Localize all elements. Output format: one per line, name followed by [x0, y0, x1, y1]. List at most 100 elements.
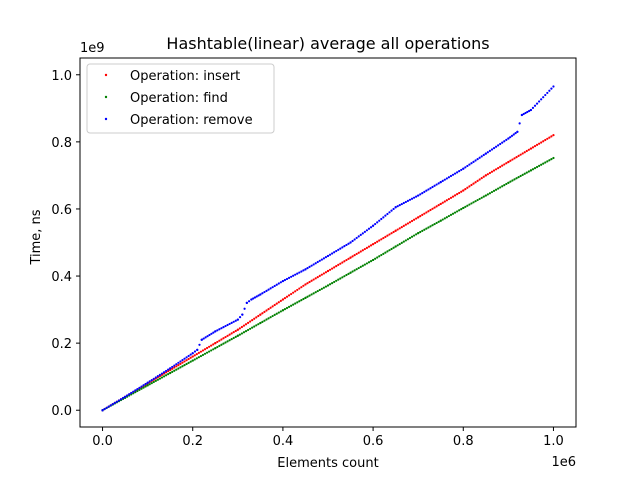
- data-point: [527, 148, 530, 151]
- data-point: [197, 356, 200, 359]
- data-point: [220, 327, 223, 330]
- data-point: [324, 271, 328, 274]
- data-point: [333, 266, 336, 269]
- data-point: [224, 335, 227, 339]
- data-point: [497, 166, 500, 170]
- data-point: [345, 243, 348, 247]
- data-point: [535, 143, 539, 147]
- data-point: [249, 320, 252, 323]
- data-point: [478, 197, 481, 201]
- data-point: [263, 290, 266, 294]
- data-point: [435, 221, 438, 225]
- data-point: [220, 343, 223, 346]
- data-point: [386, 234, 389, 237]
- data-point: [269, 306, 272, 309]
- data-point: [265, 309, 268, 312]
- data-point: [363, 247, 366, 251]
- data-point: [408, 236, 412, 240]
- data-point: [249, 327, 252, 330]
- data-point: [388, 233, 391, 236]
- data-point: [238, 316, 242, 319]
- data-point: [236, 328, 239, 331]
- data-point: [480, 155, 483, 158]
- data-point: [552, 156, 555, 160]
- data-point: [246, 321, 250, 324]
- data-point: [267, 317, 270, 320]
- data-point: [290, 275, 293, 278]
- data-point: [376, 256, 379, 259]
- data-point: [251, 326, 254, 329]
- data-point: [146, 381, 149, 384]
- data-point: [513, 178, 516, 181]
- data-point: [314, 291, 317, 294]
- data-point: [365, 229, 369, 232]
- data-point: [185, 356, 188, 359]
- data-point: [396, 205, 399, 208]
- data-point: [511, 158, 514, 161]
- data-point: [245, 301, 248, 304]
- data-point: [267, 288, 270, 291]
- data-point: [540, 141, 543, 144]
- data-point: [371, 243, 375, 246]
- data-point: [367, 245, 371, 248]
- data-point: [460, 190, 463, 193]
- data-point: [437, 220, 440, 223]
- data-point: [263, 319, 266, 322]
- data-point: [277, 301, 280, 304]
- data-point: [384, 235, 387, 238]
- data-point: [261, 292, 264, 295]
- y-tick-label: 0.0: [51, 404, 72, 419]
- data-point: [509, 180, 512, 183]
- data-point: [423, 190, 426, 193]
- data-point: [148, 383, 151, 386]
- data-point: [529, 108, 533, 112]
- data-point: [526, 110, 529, 114]
- data-point: [488, 171, 492, 175]
- data-point: [292, 274, 295, 277]
- data-point: [308, 265, 311, 268]
- data-point: [533, 104, 537, 107]
- data-point: [404, 223, 407, 226]
- data-point: [449, 174, 453, 178]
- data-point: [224, 324, 227, 328]
- data-point: [228, 333, 231, 336]
- data-point: [236, 318, 239, 321]
- data-point: [531, 168, 535, 171]
- data-point: [255, 316, 258, 319]
- data-point: [353, 254, 356, 257]
- data-point: [146, 384, 149, 387]
- data-point: [421, 213, 424, 216]
- data-point: [380, 217, 383, 221]
- data-point: [281, 298, 285, 301]
- data-point: [472, 201, 475, 204]
- data-point: [355, 268, 358, 271]
- data-point: [214, 330, 217, 333]
- data-point: [298, 287, 301, 290]
- data-point: [216, 345, 219, 349]
- data-point: [162, 375, 166, 378]
- data-point: [406, 222, 410, 225]
- data-point: [167, 373, 170, 376]
- data-point: [386, 250, 389, 253]
- data-point: [542, 96, 545, 99]
- data-point: [259, 321, 262, 325]
- data-point: [535, 102, 539, 105]
- data-point: [476, 157, 479, 161]
- data-point: [171, 370, 174, 373]
- data-point: [212, 348, 215, 351]
- data-point: [509, 159, 512, 162]
- data-point: [363, 230, 366, 233]
- data-point: [140, 385, 143, 388]
- data-point: [193, 358, 196, 361]
- series-2: [101, 85, 555, 412]
- data-point: [427, 210, 430, 213]
- data-point: [497, 187, 500, 190]
- data-point: [224, 341, 227, 344]
- data-point: [408, 198, 412, 201]
- data-point: [175, 363, 178, 366]
- data-point: [134, 391, 137, 394]
- legend-marker: [104, 73, 108, 77]
- data-point: [374, 241, 377, 245]
- data-point: [538, 164, 541, 167]
- data-point: [241, 313, 244, 316]
